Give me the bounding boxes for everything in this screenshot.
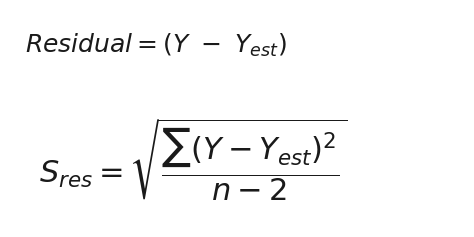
Text: $\mathit{Residual} = (Y \ - \ Y_{est})$: $\mathit{Residual} = (Y \ - \ Y_{est})$ — [25, 32, 287, 59]
Text: $S_{res} = \sqrt{\dfrac{\sum (Y - Y_{est})^2}{n - 2}}$: $S_{res} = \sqrt{\dfrac{\sum (Y - Y_{est… — [39, 117, 347, 203]
